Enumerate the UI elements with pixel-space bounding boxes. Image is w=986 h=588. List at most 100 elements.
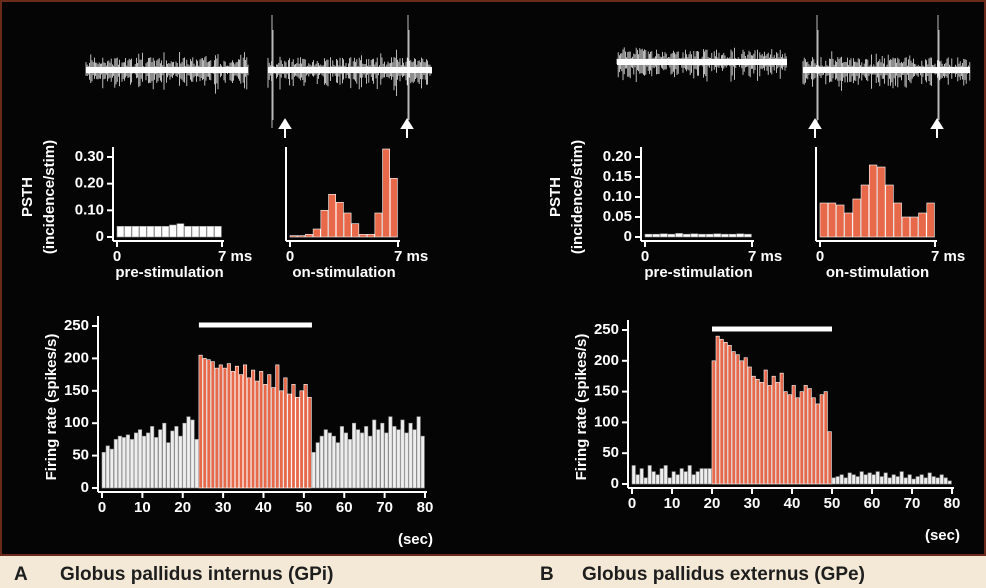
bar xyxy=(360,432,365,489)
bar xyxy=(783,391,788,485)
y-tick-label: 100 xyxy=(64,414,89,431)
bar xyxy=(827,202,837,238)
bar xyxy=(807,388,812,485)
bar xyxy=(739,360,744,485)
bar xyxy=(408,422,413,489)
bar xyxy=(243,364,248,489)
x-tick-label: 0 xyxy=(816,248,824,265)
bar xyxy=(356,429,361,489)
bar xyxy=(131,226,140,238)
bar xyxy=(743,357,748,485)
bar xyxy=(184,226,192,238)
bar xyxy=(392,426,397,489)
x-tick-label: 30 xyxy=(215,499,232,516)
bar xyxy=(307,396,312,489)
y-axis-label: (incidence/stim) xyxy=(41,140,58,254)
bar xyxy=(675,233,683,238)
x-tick-label: 7 ms xyxy=(931,248,965,265)
bar xyxy=(259,371,264,489)
bar xyxy=(691,474,696,485)
bar xyxy=(911,478,916,485)
bar xyxy=(347,439,353,489)
bar xyxy=(186,416,191,489)
bar xyxy=(703,468,708,485)
bar xyxy=(389,178,398,238)
bar xyxy=(206,226,215,238)
bar xyxy=(711,360,716,485)
bar xyxy=(755,378,760,485)
bar xyxy=(222,367,227,489)
y-tick-label: 0 xyxy=(611,475,619,492)
bar xyxy=(659,468,664,485)
bar xyxy=(939,474,944,485)
bar xyxy=(335,442,340,489)
x-tick-label: 0 xyxy=(628,495,636,512)
bar xyxy=(176,223,185,238)
trace-core xyxy=(803,67,970,73)
bar xyxy=(875,471,880,485)
bar xyxy=(271,387,276,489)
bar xyxy=(359,234,367,238)
bar xyxy=(799,391,804,485)
bar xyxy=(899,471,904,485)
bar xyxy=(154,226,162,238)
bar xyxy=(723,342,728,485)
arrow-head xyxy=(808,118,822,129)
y-tick-label: 150 xyxy=(594,383,619,400)
bar xyxy=(728,233,737,238)
y-axis-label: (incidence/stim) xyxy=(569,140,586,254)
y-tick-label: 250 xyxy=(594,321,619,338)
bar xyxy=(158,429,163,489)
bar xyxy=(775,382,780,485)
y-tick-label: 0.30 xyxy=(75,148,104,165)
bar xyxy=(124,226,132,238)
x-axis-label: (sec) xyxy=(925,527,960,544)
bar xyxy=(234,365,239,489)
bar xyxy=(698,233,706,238)
x-tick-label: 30 xyxy=(744,495,761,512)
bar xyxy=(374,212,383,238)
x-tick-label: 80 xyxy=(944,495,961,512)
bar xyxy=(352,422,357,489)
bar xyxy=(647,465,652,485)
y-tick-label: 150 xyxy=(64,382,89,399)
bar xyxy=(117,435,122,489)
bar xyxy=(860,184,869,238)
bar xyxy=(116,226,125,238)
bar xyxy=(855,476,860,485)
raw-traces xyxy=(85,15,971,128)
panel-letter: B xyxy=(540,564,554,585)
bar xyxy=(238,374,244,489)
y-axis-label: PSTH xyxy=(547,177,564,217)
bar xyxy=(400,419,405,489)
trace-core xyxy=(617,59,787,65)
bar xyxy=(787,394,792,485)
bar xyxy=(763,369,768,485)
bar xyxy=(210,361,215,489)
bar xyxy=(170,430,175,489)
bar xyxy=(372,419,377,489)
x-axis-label: on-stimulation xyxy=(826,264,929,281)
bar xyxy=(885,184,894,238)
bar xyxy=(887,477,892,485)
bar xyxy=(918,212,927,238)
bar xyxy=(376,429,381,489)
bar xyxy=(214,367,219,489)
bar xyxy=(663,465,668,485)
bar xyxy=(366,234,375,238)
x-tick-label: 40 xyxy=(255,499,272,516)
bar xyxy=(287,393,292,489)
bar xyxy=(384,432,389,489)
bar xyxy=(320,210,329,238)
x-tick-label: 0 xyxy=(113,248,121,265)
bar xyxy=(735,354,740,485)
bar xyxy=(328,194,336,238)
bar xyxy=(138,429,143,489)
bar xyxy=(947,480,952,485)
bar xyxy=(275,364,280,489)
bar xyxy=(707,468,712,485)
bar xyxy=(667,477,672,485)
bar xyxy=(891,474,896,485)
bar xyxy=(226,363,231,489)
